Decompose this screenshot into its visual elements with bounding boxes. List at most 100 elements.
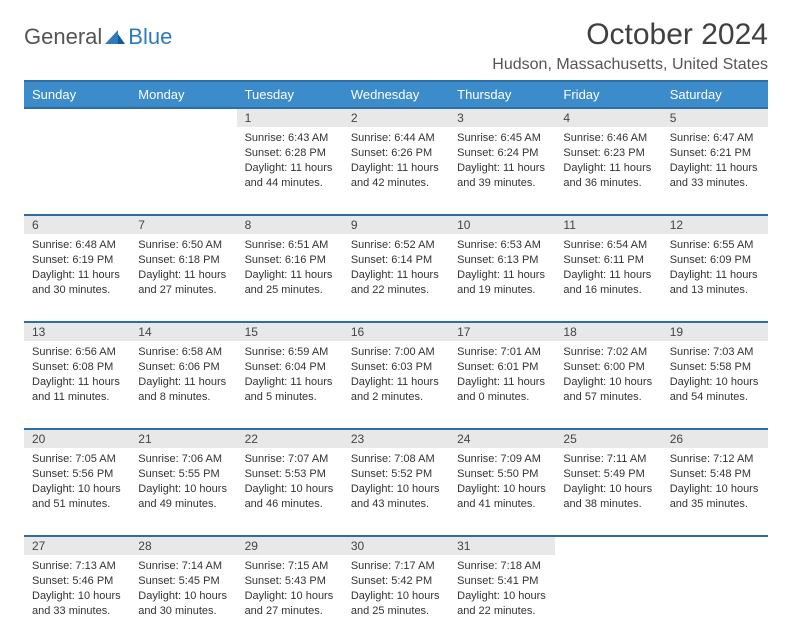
sunset-text: Sunset: 6:14 PM [351,253,441,268]
sunrise-text: Sunrise: 6:52 AM [351,238,441,253]
day-cell: Sunrise: 7:01 AMSunset: 6:01 PMDaylight:… [449,341,555,429]
day-cell: Sunrise: 6:43 AMSunset: 6:28 PMDaylight:… [237,127,343,215]
day2-text: and 41 minutes. [457,497,547,512]
day-cell: Sunrise: 7:13 AMSunset: 5:46 PMDaylight:… [24,555,130,643]
day1-text: Daylight: 10 hours [670,482,760,497]
day-header: Sunday [24,81,130,108]
sunset-text: Sunset: 5:56 PM [32,467,122,482]
day-cell: Sunrise: 7:03 AMSunset: 5:58 PMDaylight:… [662,341,768,429]
calendar-table: Sunday Monday Tuesday Wednesday Thursday… [24,80,768,643]
day-number: 10 [449,215,555,234]
day2-text: and 11 minutes. [32,390,122,405]
day1-text: Daylight: 11 hours [563,268,653,283]
day1-text: Daylight: 11 hours [457,268,547,283]
day2-text: and 13 minutes. [670,283,760,298]
day1-text: Daylight: 11 hours [138,268,228,283]
day2-text: and 38 minutes. [563,497,653,512]
day-cell: Sunrise: 6:52 AMSunset: 6:14 PMDaylight:… [343,234,449,322]
day-number: 29 [237,536,343,555]
sunset-text: Sunset: 6:00 PM [563,360,653,375]
day-cell: Sunrise: 7:17 AMSunset: 5:42 PMDaylight:… [343,555,449,643]
day-number [662,536,768,555]
day-number: 21 [130,429,236,448]
sunset-text: Sunset: 6:18 PM [138,253,228,268]
sunrise-text: Sunrise: 7:02 AM [563,345,653,360]
day1-text: Daylight: 11 hours [351,161,441,176]
day-header: Tuesday [237,81,343,108]
day2-text: and 51 minutes. [32,497,122,512]
day-cell: Sunrise: 6:55 AMSunset: 6:09 PMDaylight:… [662,234,768,322]
sunrise-text: Sunrise: 6:47 AM [670,131,760,146]
day-number: 13 [24,322,130,341]
day-cell: Sunrise: 7:11 AMSunset: 5:49 PMDaylight:… [555,448,661,536]
day-number-row: 13141516171819 [24,322,768,341]
day-header: Monday [130,81,236,108]
day1-text: Daylight: 11 hours [245,268,335,283]
day2-text: and 5 minutes. [245,390,335,405]
sunrise-text: Sunrise: 6:51 AM [245,238,335,253]
day-cell: Sunrise: 6:51 AMSunset: 6:16 PMDaylight:… [237,234,343,322]
day-number: 30 [343,536,449,555]
sunset-text: Sunset: 5:45 PM [138,574,228,589]
day2-text: and 46 minutes. [245,497,335,512]
day-number: 18 [555,322,661,341]
sunset-text: Sunset: 6:19 PM [32,253,122,268]
day-cell: Sunrise: 6:54 AMSunset: 6:11 PMDaylight:… [555,234,661,322]
day-number: 12 [662,215,768,234]
day-detail-row: Sunrise: 7:13 AMSunset: 5:46 PMDaylight:… [24,555,768,643]
day-cell: Sunrise: 7:08 AMSunset: 5:52 PMDaylight:… [343,448,449,536]
day1-text: Daylight: 11 hours [351,375,441,390]
day2-text: and 54 minutes. [670,390,760,405]
sunrise-text: Sunrise: 6:53 AM [457,238,547,253]
header: General Blue October 2024 Hudson, Massac… [24,18,768,74]
sunset-text: Sunset: 6:26 PM [351,146,441,161]
sunset-text: Sunset: 6:09 PM [670,253,760,268]
day-cell: Sunrise: 7:15 AMSunset: 5:43 PMDaylight:… [237,555,343,643]
day-number: 7 [130,215,236,234]
day-cell: Sunrise: 6:44 AMSunset: 6:26 PMDaylight:… [343,127,449,215]
day-number: 27 [24,536,130,555]
day-number-row: 20212223242526 [24,429,768,448]
day1-text: Daylight: 10 hours [245,482,335,497]
day-number: 2 [343,108,449,127]
day1-text: Daylight: 10 hours [351,482,441,497]
logo-text-blue: Blue [128,24,172,50]
day1-text: Daylight: 11 hours [670,161,760,176]
sunset-text: Sunset: 6:08 PM [32,360,122,375]
day-number: 16 [343,322,449,341]
day-number-row: 6789101112 [24,215,768,234]
day1-text: Daylight: 11 hours [670,268,760,283]
day-header-row: Sunday Monday Tuesday Wednesday Thursday… [24,81,768,108]
month-title: October 2024 [492,18,768,52]
day-number-row: 2728293031 [24,536,768,555]
day1-text: Daylight: 10 hours [32,482,122,497]
sunset-text: Sunset: 5:52 PM [351,467,441,482]
day-detail-row: Sunrise: 6:56 AMSunset: 6:08 PM Daylight:… [24,341,768,429]
day-number: 3 [449,108,555,127]
sunset-text: Sunset: 6:16 PM [245,253,335,268]
day-number: 19 [662,322,768,341]
sunrise-text: Sunrise: 6:56 AM [32,345,122,360]
day2-text: and 25 minutes. [351,604,441,619]
day1-text: Daylight: 11 hours [457,161,547,176]
day-number [24,108,130,127]
day1-text: Daylight: 10 hours [457,589,547,604]
day-cell [130,127,236,215]
day1-text: Daylight: 11 hours [563,161,653,176]
sunset-text: Sunset: 6:21 PM [670,146,760,161]
day2-text: and 27 minutes. [138,283,228,298]
day-number: 28 [130,536,236,555]
day-number: 26 [662,429,768,448]
sunrise-text: Sunrise: 7:06 AM [138,452,228,467]
sunrise-text: Sunrise: 6:59 AM [245,345,335,360]
sunset-text: Sunset: 6:11 PM [563,253,653,268]
day-cell: Sunrise: 6:50 AMSunset: 6:18 PMDaylight:… [130,234,236,322]
sunrise-text: Sunrise: 7:03 AM [670,345,760,360]
day-header: Thursday [449,81,555,108]
day1-text: Daylight: 10 hours [138,482,228,497]
day-detail-row: Sunrise: 6:43 AMSunset: 6:28 PMDaylight:… [24,127,768,215]
sunset-text: Sunset: 6:24 PM [457,146,547,161]
day-cell: Sunrise: 7:06 AMSunset: 5:55 PMDaylight:… [130,448,236,536]
sunrise-text: Sunrise: 6:58 AM [138,345,228,360]
day2-text: and 33 minutes. [670,176,760,191]
